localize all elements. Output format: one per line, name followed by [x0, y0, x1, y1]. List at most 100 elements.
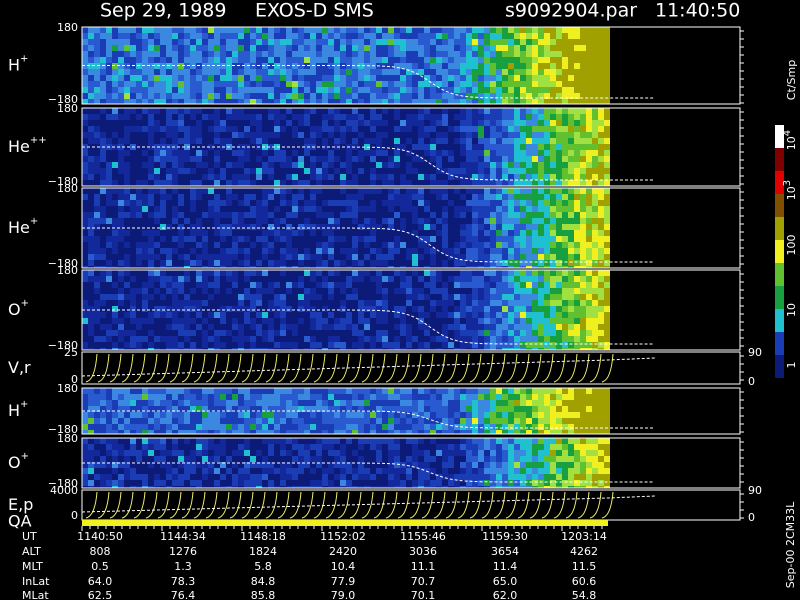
- spectrogram-cell: [406, 45, 412, 51]
- spectrogram-cell: [508, 348, 514, 350]
- spectrogram-cell: [478, 33, 484, 39]
- spectrogram-cell: [148, 81, 154, 87]
- spectrogram-cell: [106, 168, 112, 174]
- spectrogram-cell: [436, 69, 442, 75]
- spectrogram-cell: [520, 242, 526, 248]
- spectrogram-cell: [244, 266, 250, 268]
- spectrogram-cell: [334, 282, 340, 288]
- spectrogram-cell: [400, 206, 406, 212]
- spectrogram-cell: [298, 406, 304, 412]
- spectrogram-cell: [286, 224, 292, 230]
- spectrogram-cell: [244, 180, 250, 186]
- spectrogram-cell: [520, 45, 526, 51]
- spectrogram-cell: [100, 412, 106, 418]
- spectrogram-cell: [382, 108, 388, 114]
- spectrogram-cell: [106, 138, 112, 144]
- spectrogram-cell: [586, 224, 592, 230]
- spectrogram-cell: [430, 144, 436, 150]
- spectrogram-cell: [382, 254, 388, 260]
- spectrogram-cell: [484, 93, 490, 99]
- spectrogram-cell: [406, 412, 412, 418]
- spectrogram-cell: [568, 132, 574, 138]
- spectrogram-cell: [100, 474, 106, 480]
- spectrogram-cell: [226, 114, 232, 120]
- spectrogram-cell: [268, 282, 274, 288]
- spectrogram-cell: [592, 260, 598, 266]
- spectrogram-cell: [550, 468, 556, 474]
- spectrogram-cell: [172, 93, 178, 99]
- spectrogram-cell: [538, 224, 544, 230]
- spectrogram-cell: [484, 480, 490, 486]
- spectrogram-cell: [346, 206, 352, 212]
- spectrogram-cell: [184, 260, 190, 266]
- spectrogram-cell: [352, 57, 358, 63]
- spectrogram-cell: [490, 212, 496, 218]
- spectrogram-cell: [220, 406, 226, 412]
- spectrogram-cell: [382, 200, 388, 206]
- spectrogram-cell: [568, 93, 574, 99]
- spectrogram-cell: [472, 188, 478, 194]
- spectrogram-cell: [496, 194, 502, 200]
- spectrogram-cell: [466, 318, 472, 324]
- spectrogram-cell: [592, 39, 598, 45]
- spectrogram-cell: [400, 87, 406, 93]
- spectrogram-cell: [538, 444, 544, 450]
- spectrogram-cell: [232, 430, 238, 434]
- spectrogram-cell: [88, 75, 94, 81]
- spectrogram-cell: [232, 162, 238, 168]
- spectrogram-cell: [112, 114, 118, 120]
- spectrogram-cell: [190, 388, 196, 394]
- spectrogram-cell: [478, 418, 484, 424]
- spectrogram-cell: [220, 260, 226, 266]
- spectrogram-cell: [544, 39, 550, 45]
- spectrogram-cell: [508, 400, 514, 406]
- spectrogram-cell: [388, 342, 394, 348]
- spectrogram-cell: [580, 462, 586, 468]
- spectrogram-cell: [400, 194, 406, 200]
- spectrogram-cell: [508, 144, 514, 150]
- label-text: He: [8, 137, 30, 156]
- spectrogram-cell: [274, 108, 280, 114]
- spectrogram-cell: [514, 39, 520, 45]
- spectrogram-cell: [532, 212, 538, 218]
- spectrogram-cell: [280, 75, 286, 81]
- spectrogram-cell: [538, 57, 544, 63]
- spectrogram-cell: [154, 254, 160, 260]
- spectrogram-cell: [472, 400, 478, 406]
- spectrogram-cell: [346, 57, 352, 63]
- spectrogram-cell: [334, 412, 340, 418]
- spectrogram-cell: [298, 51, 304, 57]
- spectrogram-cell: [508, 126, 514, 132]
- spectrogram-cell: [592, 93, 598, 99]
- spectrogram-cell: [208, 282, 214, 288]
- spectrogram-cell: [490, 69, 496, 75]
- spectrogram-cell: [274, 406, 280, 412]
- spectrogram-cell: [592, 218, 598, 224]
- spectrogram-cell: [526, 306, 532, 312]
- spectrogram-cell: [202, 276, 208, 282]
- spectrogram-cell: [532, 300, 538, 306]
- spectrogram-cell: [262, 248, 268, 254]
- spectrogram-cell: [274, 45, 280, 51]
- spectrogram-cell: [166, 194, 172, 200]
- spectrogram-cell: [508, 282, 514, 288]
- spectrogram-cell: [220, 444, 226, 450]
- spectrogram-cell: [346, 200, 352, 206]
- spectrogram-cell: [388, 81, 394, 87]
- spectrogram-cell: [454, 430, 460, 434]
- spectrogram-cell: [544, 430, 550, 434]
- spectrogram-cell: [592, 33, 598, 39]
- spectrogram-cell: [82, 224, 88, 230]
- spectrogram-cell: [316, 444, 322, 450]
- spectrogram-cell: [262, 39, 268, 45]
- spectrogram-cell: [514, 33, 520, 39]
- spectrogram-cell: [106, 388, 112, 394]
- y-tick-label: 180: [57, 264, 78, 277]
- spectrogram-cell: [478, 306, 484, 312]
- spectrogram-cell: [514, 212, 520, 218]
- spectrogram-cell: [496, 248, 502, 254]
- spectrogram-cell: [454, 486, 460, 488]
- spectrogram-cell: [604, 144, 610, 150]
- spectrogram-cell: [586, 312, 592, 318]
- spectrogram-cell: [130, 318, 136, 324]
